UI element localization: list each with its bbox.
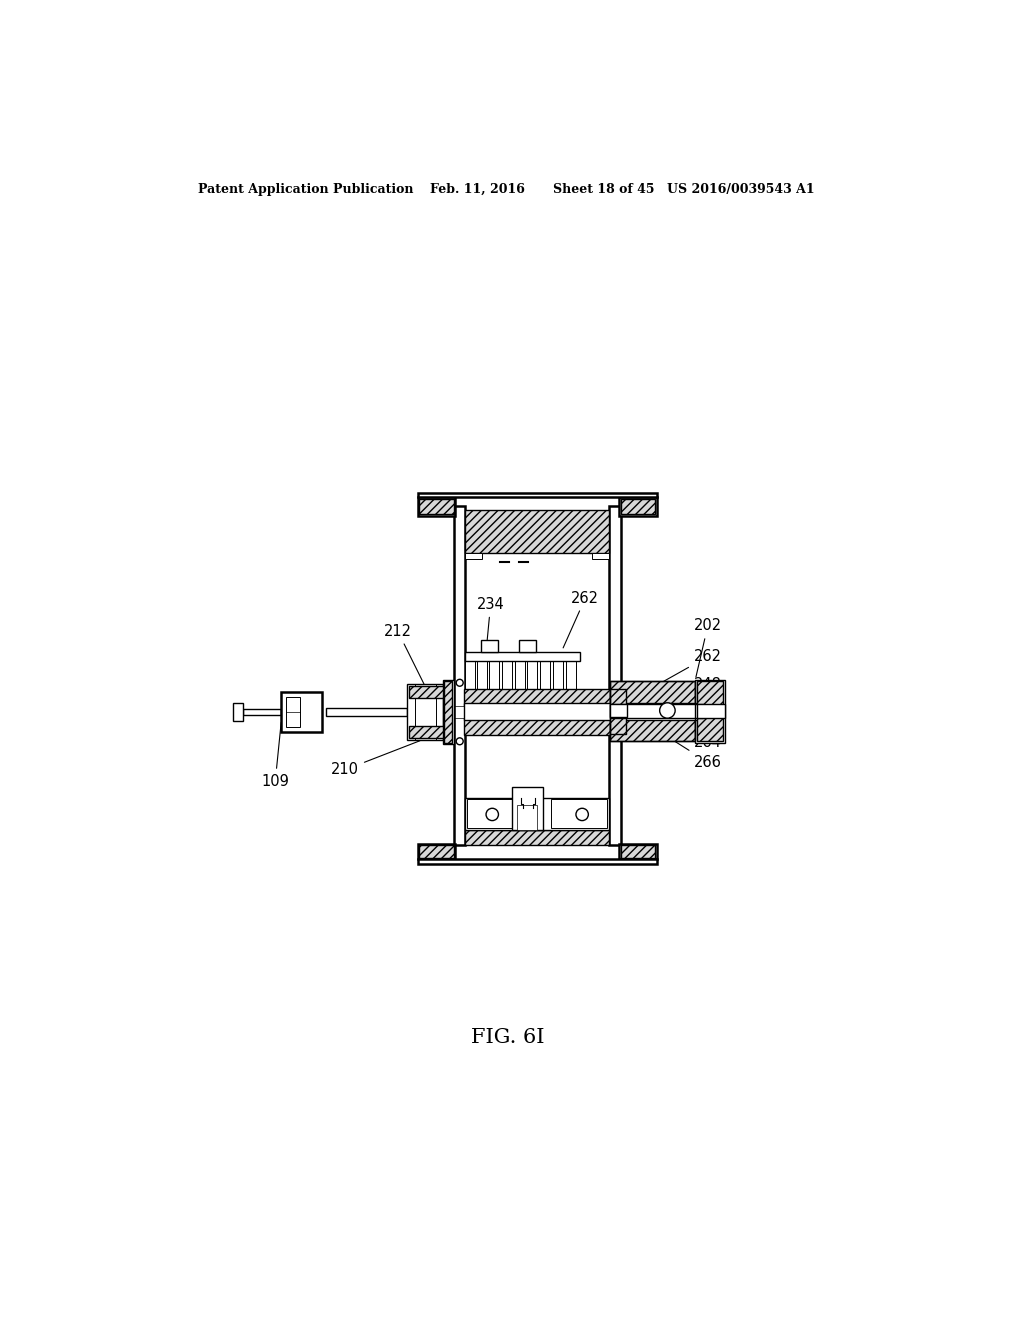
Bar <box>620 843 656 859</box>
Bar <box>464 718 610 735</box>
Bar <box>566 659 575 690</box>
Bar <box>610 705 627 717</box>
Bar <box>465 830 609 845</box>
Bar <box>282 692 322 733</box>
Text: FIG. 6I: FIG. 6I <box>471 1028 545 1047</box>
Bar <box>697 681 723 742</box>
Bar <box>502 659 512 690</box>
Text: 212: 212 <box>384 623 429 694</box>
Bar <box>232 702 244 721</box>
Bar <box>467 799 523 829</box>
Bar <box>621 845 655 858</box>
Bar <box>610 705 703 718</box>
Bar <box>527 659 538 690</box>
Bar <box>444 681 452 743</box>
Text: Patent Application Publication: Patent Application Publication <box>198 182 414 195</box>
Bar <box>409 726 442 738</box>
Bar <box>610 681 695 742</box>
Text: 109: 109 <box>261 722 289 789</box>
Bar <box>697 705 725 718</box>
Bar <box>540 659 550 690</box>
Bar <box>418 492 656 498</box>
Circle shape <box>659 702 675 718</box>
Bar <box>418 843 455 859</box>
Bar <box>465 659 475 690</box>
Bar <box>418 498 455 516</box>
Bar <box>464 689 610 706</box>
Bar <box>515 659 525 690</box>
Text: 210: 210 <box>331 741 420 777</box>
Bar <box>465 553 482 558</box>
Bar <box>609 507 621 845</box>
Text: Feb. 11, 2016: Feb. 11, 2016 <box>430 182 525 195</box>
Bar <box>519 640 537 652</box>
Circle shape <box>457 680 463 686</box>
Bar <box>512 788 543 830</box>
Circle shape <box>575 808 589 821</box>
Bar <box>409 686 442 698</box>
Text: 248: 248 <box>685 677 722 704</box>
Bar <box>420 845 454 858</box>
Text: 264: 264 <box>693 729 722 750</box>
Text: 262: 262 <box>639 649 722 696</box>
Text: Sheet 18 of 45: Sheet 18 of 45 <box>553 182 654 195</box>
Text: 262: 262 <box>563 590 599 648</box>
Bar <box>477 659 486 690</box>
Bar <box>286 697 300 727</box>
Text: 266: 266 <box>670 738 722 770</box>
Bar <box>481 640 499 652</box>
Bar <box>551 799 607 829</box>
Bar <box>592 553 609 558</box>
Circle shape <box>486 808 499 821</box>
Bar <box>621 499 655 515</box>
Bar <box>620 498 656 516</box>
Bar <box>610 681 695 742</box>
Bar <box>465 652 580 661</box>
Bar <box>465 511 609 553</box>
Bar <box>610 689 626 734</box>
Bar <box>464 702 703 719</box>
Bar <box>407 684 442 739</box>
Text: 234: 234 <box>477 597 505 649</box>
Circle shape <box>457 738 463 744</box>
Bar <box>553 659 563 690</box>
Bar <box>517 805 538 830</box>
Bar <box>243 709 282 715</box>
Bar <box>454 507 465 845</box>
Bar <box>418 859 656 863</box>
Bar <box>695 680 725 743</box>
Text: US 2016/0039543 A1: US 2016/0039543 A1 <box>667 182 814 195</box>
Bar <box>326 708 407 715</box>
Bar <box>465 797 609 830</box>
Text: 202: 202 <box>693 618 722 677</box>
Bar <box>420 499 454 515</box>
Bar <box>442 680 454 744</box>
Bar <box>489 659 500 690</box>
